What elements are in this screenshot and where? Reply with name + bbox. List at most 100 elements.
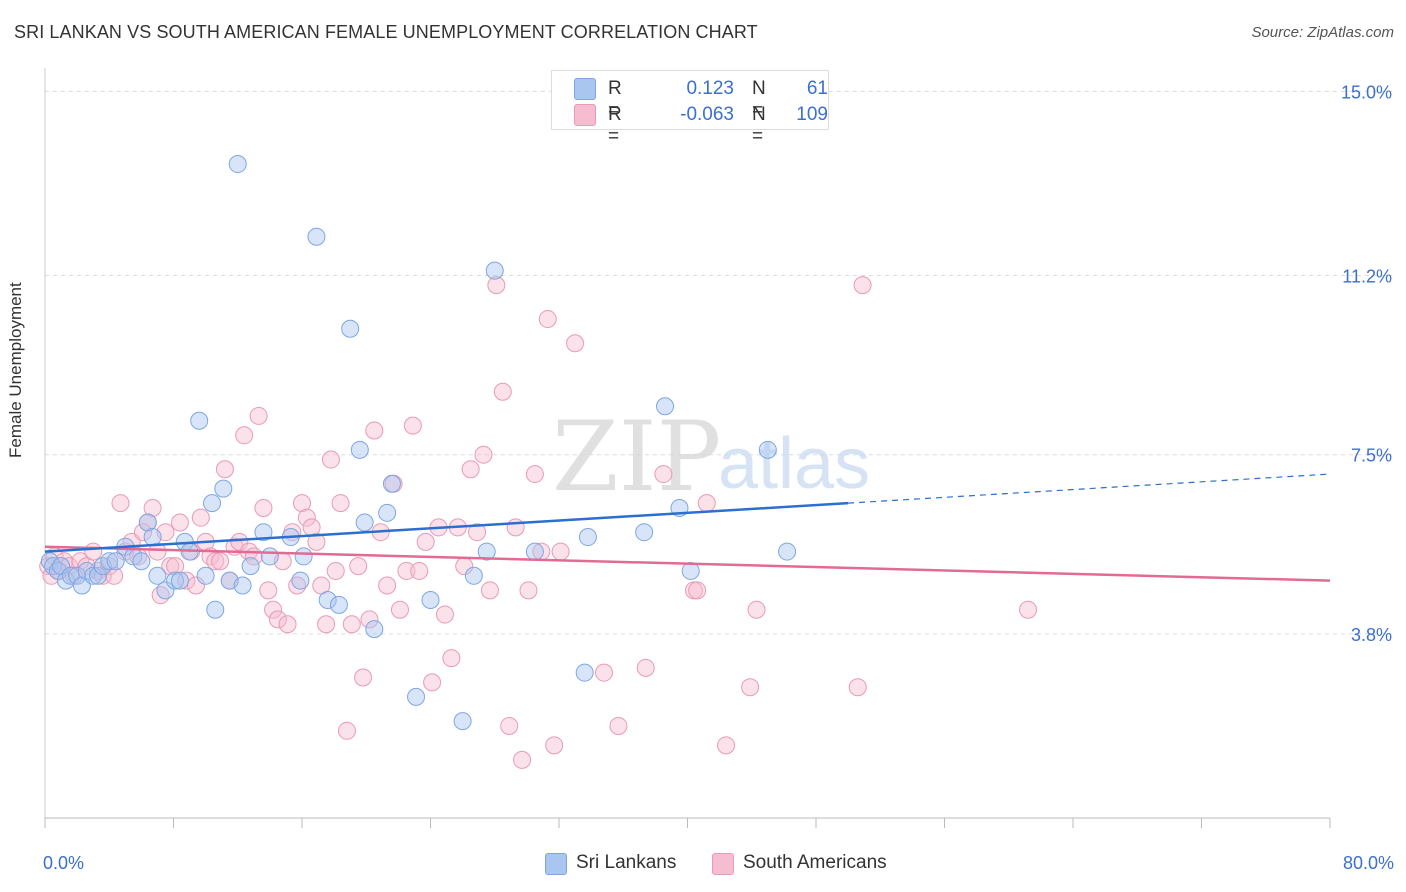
data-point-south-americans [654, 465, 673, 484]
data-point-south-americans [191, 508, 210, 527]
data-point-south-americans [461, 460, 480, 479]
legend-r-value: -0.063 [680, 104, 734, 125]
bottom-legend-label: South Americans [743, 852, 887, 873]
data-point-sri-lankans [525, 542, 544, 561]
data-point-sri-lankans [656, 397, 675, 416]
data-point-south-americans [538, 310, 557, 329]
watermark-zip: ZIP [552, 401, 721, 513]
data-point-south-americans [365, 421, 384, 440]
data-point-south-americans [594, 663, 613, 682]
trend-line-sri-lankans-extension [848, 473, 1331, 504]
data-point-sri-lankans [233, 576, 252, 595]
data-point-south-americans [161, 557, 180, 576]
data-point-sri-lankans [196, 566, 215, 585]
data-point-south-americans [278, 615, 297, 634]
data-point-south-americans [133, 523, 152, 542]
data-point-sri-lankans [575, 663, 594, 682]
data-point-south-americans [326, 561, 345, 580]
data-point-sri-lankans [106, 552, 125, 571]
data-point-south-americans [513, 750, 532, 769]
data-point-south-americans [1019, 600, 1038, 619]
data-point-south-americans [235, 426, 254, 445]
bottom-legend-label: Sri Lankans [576, 852, 677, 873]
data-point-sri-lankans [294, 547, 313, 566]
grid-lines [45, 90, 1392, 635]
data-point-south-americans [166, 557, 185, 576]
legend-n-value: 109 [796, 104, 828, 125]
data-point-south-americans [268, 610, 287, 629]
data-point-south-americans [321, 450, 340, 469]
data-point-south-americans [331, 494, 350, 513]
data-point-south-americans [853, 276, 872, 295]
data-point-sri-lankans [341, 319, 360, 338]
data-point-south-americans [717, 736, 736, 755]
data-point-south-americans [525, 465, 544, 484]
data-point-south-americans [288, 576, 307, 595]
data-point-south-americans [129, 547, 148, 566]
y-tick-label: 15.0% [1341, 82, 1392, 102]
data-point-sri-lankans [206, 600, 225, 619]
data-point-sri-lankans [635, 523, 654, 542]
data-point-south-americans [211, 552, 230, 571]
data-point-south-americans [151, 586, 170, 605]
data-point-south-americans [297, 508, 316, 527]
data-point-south-americans [349, 557, 368, 576]
data-point-south-americans [423, 673, 442, 692]
data-point-sri-lankans [203, 494, 222, 513]
data-point-sri-lankans [170, 571, 189, 590]
data-point-sri-lankans [254, 523, 273, 542]
data-point-south-americans [170, 513, 189, 532]
y-tick-label: 11.2% [1342, 266, 1392, 286]
y-tick-label: 7.5% [1351, 446, 1392, 466]
data-point-south-americans [468, 523, 487, 542]
data-point-south-americans [506, 518, 525, 537]
source-label[interactable]: Source: ZipAtlas.com [1251, 24, 1394, 41]
data-point-sri-lankans [138, 513, 157, 532]
data-point-south-americans [259, 581, 278, 600]
data-point-sri-lankans [365, 620, 384, 639]
data-point-sri-lankans [190, 411, 209, 430]
data-point-south-americans [848, 678, 867, 697]
legend-swatch-sri-lankans [574, 78, 596, 100]
data-point-south-americans [741, 678, 760, 697]
data-point-south-americans [480, 581, 499, 600]
data-point-south-americans [342, 615, 361, 634]
data-point-sri-lankans [378, 503, 397, 522]
data-point-south-americans [84, 542, 103, 561]
y-tick-label: 3.8% [1351, 625, 1392, 645]
stats-legend: R = 0.123 N = 61 R = -0.063 N = 109 [551, 70, 829, 147]
data-point-south-americans [230, 532, 249, 551]
data-point-south-americans [442, 649, 461, 668]
data-point-sri-lankans [68, 566, 87, 585]
data-point-south-americans [354, 668, 373, 687]
data-point-sri-lankans [421, 591, 440, 610]
trend-line-sri-lankans [44, 501, 849, 553]
data-point-south-americans [474, 445, 493, 464]
data-point-south-americans [519, 581, 538, 600]
data-point-south-americans [435, 605, 454, 624]
data-point-south-americans [416, 532, 435, 551]
data-point-sri-lankans [307, 227, 326, 246]
data-point-sri-lankans [485, 261, 504, 280]
data-point-sri-lankans [758, 440, 777, 459]
data-point-south-americans [747, 600, 766, 619]
data-point-south-americans [360, 610, 379, 629]
legend-r-value: 0.123 [686, 78, 734, 99]
data-point-sri-lankans [84, 566, 103, 585]
data-point-south-americans [493, 382, 512, 401]
data-point-sri-lankans [156, 581, 175, 600]
legend-n-value: 61 [806, 78, 828, 99]
legend-swatch-south-americans [574, 104, 596, 126]
data-point-sri-lankans [578, 528, 597, 547]
legend-n-label: N = [752, 78, 766, 121]
axes [44, 68, 1331, 828]
data-point-sri-lankans [453, 712, 472, 731]
data-point-sri-lankans [291, 571, 310, 590]
data-point-sri-lankans [778, 542, 797, 561]
data-point-south-americans [293, 494, 311, 513]
data-point-south-americans [397, 561, 416, 580]
data-point-south-americans [566, 334, 585, 353]
data-point-south-americans [500, 716, 519, 735]
data-point-south-americans [148, 542, 167, 561]
data-point-south-americans [609, 716, 628, 735]
